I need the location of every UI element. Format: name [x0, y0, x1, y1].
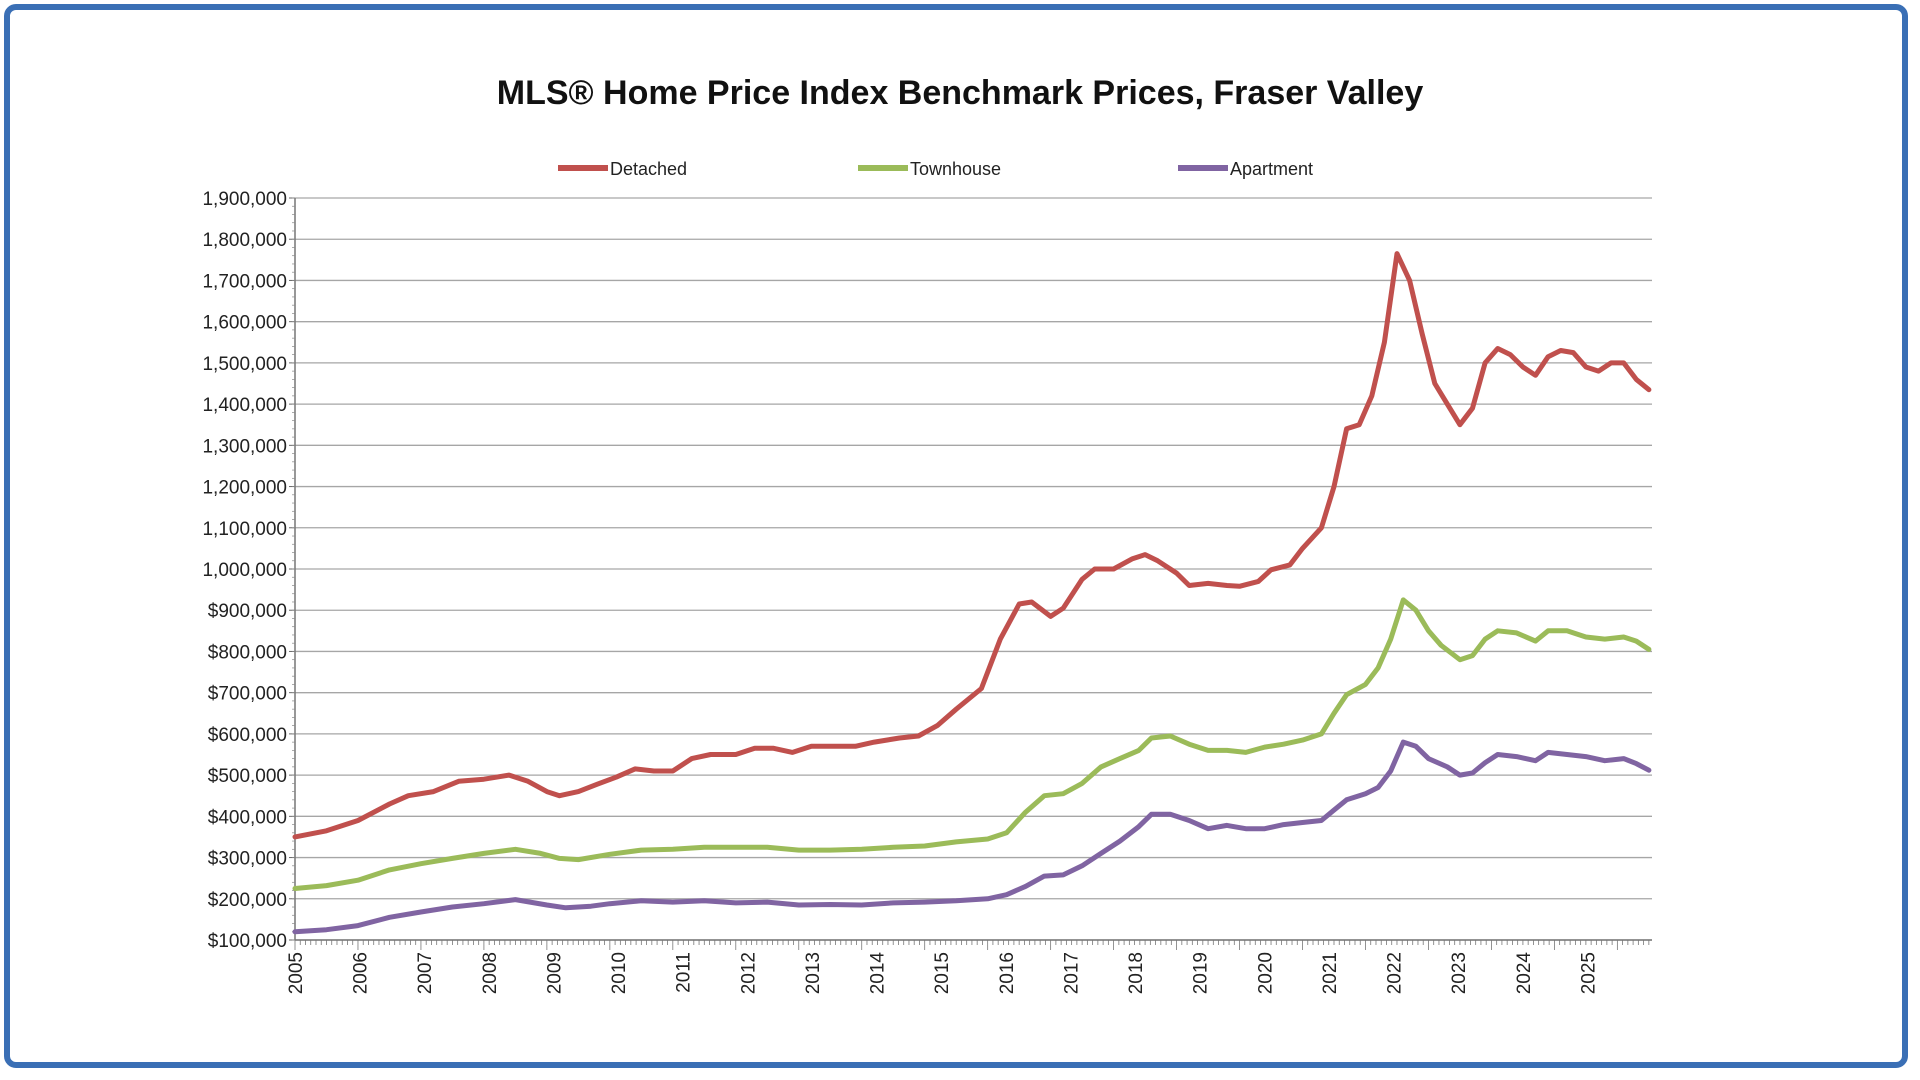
x-tick-label: 2013	[803, 952, 824, 994]
chart-title: MLS® Home Price Index Benchmark Prices, …	[497, 74, 1424, 112]
x-tick-label: 2018	[1126, 952, 1147, 994]
y-tick-label: $900,000	[208, 601, 287, 622]
y-tick-label: $100,000	[208, 931, 287, 952]
x-tick-label: 2014	[868, 952, 889, 995]
x-tick-label: 2012	[738, 952, 759, 994]
legend-label-detached: Detached	[610, 159, 687, 179]
x-tick-label: 2017	[1061, 952, 1082, 994]
x-tick-label: 2025	[1578, 952, 1599, 994]
plot-area: $100,000 $200,000 $300,000 $400,000 $500,000…	[202, 189, 1652, 994]
x-tick-label: 2007	[415, 952, 436, 994]
chart-frame	[4, 4, 1908, 1068]
x-tick-label: 2022	[1385, 952, 1406, 994]
x-tick-label: 2011	[674, 952, 695, 993]
legend-label-townhouse: Townhouse	[910, 159, 1001, 179]
x-tick-label: 2019	[1191, 952, 1212, 994]
y-tick-label: 1,200,000	[202, 478, 287, 499]
y-tick-label: 1,100,000	[202, 519, 287, 540]
x-tick-label: 2021	[1320, 952, 1341, 994]
series-line-detached	[292, 251, 1652, 840]
x-tick-label: 2006	[351, 952, 372, 994]
legend-item-apartment: Apartment	[1178, 159, 1313, 179]
y-tick-label: 1,000,000	[202, 560, 287, 581]
y-tick-label: $200,000	[208, 890, 287, 911]
series-line-townhouse	[292, 597, 1652, 891]
x-tick-label: 2023	[1449, 952, 1470, 994]
legend: Detached Townhouse Apartment	[558, 159, 1313, 179]
legend-label-apartment: Apartment	[1230, 159, 1313, 179]
y-tick-label: 1,800,000	[202, 230, 287, 251]
series-line-apartment	[292, 739, 1652, 935]
y-tick-label: $600,000	[208, 725, 287, 746]
x-tick-label: 2005	[286, 952, 307, 994]
x-tick-label: 2020	[1255, 952, 1276, 994]
y-tick-label: 1,500,000	[202, 354, 287, 375]
y-tick-label: 1,900,000	[202, 189, 287, 210]
y-tick-label: 1,400,000	[202, 395, 287, 416]
y-tick-label: 1,300,000	[202, 436, 287, 457]
y-tick-label: 1,600,000	[202, 313, 287, 334]
x-tick-label: 2024	[1514, 952, 1535, 995]
y-tick-label: $300,000	[208, 849, 287, 870]
y-tick-label: 1,700,000	[202, 271, 287, 292]
y-tick-label: $800,000	[208, 642, 287, 663]
x-tick-label: 2016	[997, 952, 1018, 994]
x-tick-label: 2010	[609, 952, 630, 994]
y-tick-label: $400,000	[208, 807, 287, 828]
y-tick-label: $700,000	[208, 684, 287, 705]
legend-item-townhouse: Townhouse	[858, 159, 1001, 179]
x-tick-label: 2015	[932, 952, 953, 994]
y-tick-label: $500,000	[208, 766, 287, 787]
x-tick-label: 2009	[544, 952, 565, 994]
legend-item-detached: Detached	[558, 159, 687, 179]
x-tick-label: 2008	[480, 952, 501, 994]
